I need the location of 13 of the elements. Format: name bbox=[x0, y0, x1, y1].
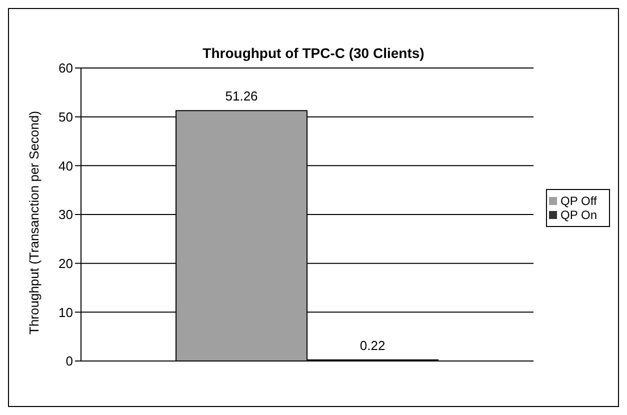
legend-label: QP Off bbox=[560, 194, 597, 208]
chart-title: Throughput of TPC-C (30 Clients) bbox=[202, 45, 426, 61]
y-tick-label: 20 bbox=[58, 256, 73, 271]
y-tick-label: 40 bbox=[58, 158, 73, 174]
y-tick-label: 60 bbox=[58, 60, 73, 76]
y-tick-label: 30 bbox=[58, 207, 73, 222]
data-label: 51.26 bbox=[225, 88, 258, 104]
y-tick-label: 50 bbox=[58, 109, 73, 124]
y-tick-label: 10 bbox=[58, 304, 73, 320]
data-label: 0.22 bbox=[360, 338, 386, 353]
y-axis-title: Throughput (Transanction per Second) bbox=[26, 110, 42, 334]
y-tick-label: 0 bbox=[66, 354, 73, 369]
legend-label: QP On bbox=[560, 208, 597, 222]
